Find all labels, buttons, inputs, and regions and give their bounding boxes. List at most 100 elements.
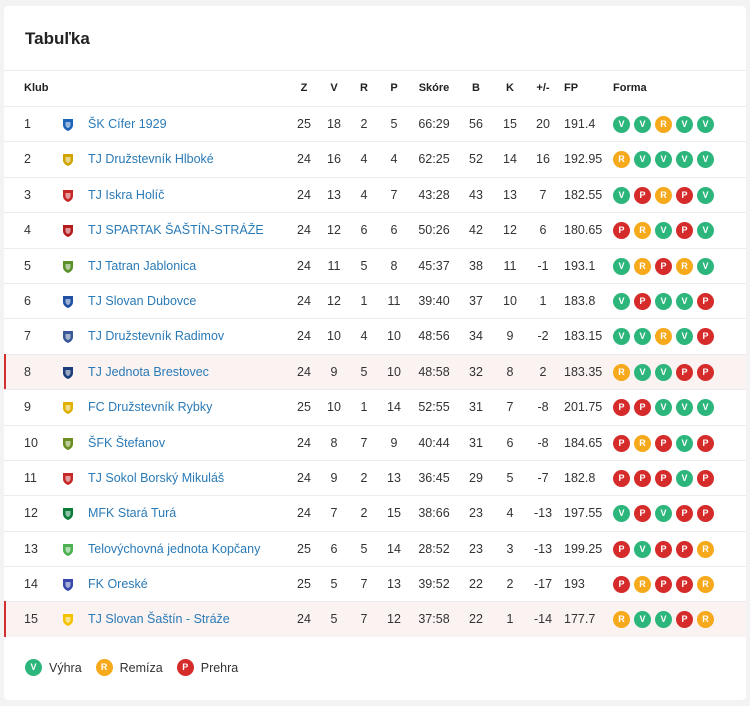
club-name-link[interactable]: TJ Sokol Borský Mikuláš [88,470,225,485]
form-badge[interactable]: P [655,469,672,487]
form-badge[interactable]: R [697,611,714,629]
draws-cell: 7 [360,577,368,592]
form-badge[interactable]: V [676,434,693,452]
form-badge[interactable]: P [613,434,630,452]
form-badge[interactable]: P [634,292,651,310]
page-title: Tabuľka [25,29,90,48]
form-badge[interactable]: V [697,116,714,133]
form-badge[interactable]: P [676,505,693,523]
form-badge[interactable]: R [697,576,714,594]
form-badge[interactable]: V [655,611,672,629]
club-name-link[interactable]: Telovýchovná jednota Kopčany [88,541,261,556]
form-badge[interactable]: V [613,292,630,310]
club-name-link[interactable]: TJ Družstevník Radimov [88,329,225,344]
club-name-link[interactable]: TJ SPARTAK ŠAŠTÍN-STRÁŽE [88,223,264,238]
form-badge[interactable]: R [697,540,714,558]
form-badge[interactable]: V [655,399,672,417]
club-name-link[interactable]: TJ Jednota Brestovec [88,364,209,379]
form-badge[interactable]: V [655,363,672,381]
form-badge[interactable]: P [613,222,630,240]
divider [4,70,746,71]
form-badge[interactable]: V [634,116,651,133]
form-badge[interactable]: P [697,434,714,452]
form-badge[interactable]: R [634,257,651,275]
form-badge[interactable]: V [634,540,651,558]
club-name-link[interactable]: TJ Družstevník Hlboké [88,152,214,167]
club-name-link[interactable]: ŠK Cífer 1929 [88,117,167,131]
club-name-link[interactable]: TJ Slovan Šaštín - Stráže [88,612,230,627]
form-badge[interactable]: P [613,469,630,487]
form-badge[interactable]: V [613,116,630,133]
form-badge[interactable]: V [697,222,714,240]
form-badge[interactable]: R [655,186,672,204]
form-badge[interactable]: R [634,434,651,452]
club-name-link[interactable]: FC Družstevník Rybky [88,400,213,415]
club-name-link[interactable]: TJ Iskra Holíč [88,187,165,202]
form-badge[interactable]: P [676,540,693,558]
form-badge[interactable]: V [676,116,693,133]
form-badge[interactable]: P [697,363,714,381]
form-badge[interactable]: P [613,540,630,558]
form-badge[interactable]: P [634,399,651,417]
form-badge[interactable]: V [676,328,693,346]
form-badge[interactable]: R [655,116,672,133]
form-badge[interactable]: V [655,151,672,169]
form-badge[interactable]: V [697,151,714,169]
form-badge[interactable]: V [613,328,630,346]
form-badge[interactable]: P [676,186,693,204]
form-badge[interactable]: V [676,292,693,310]
form-badge[interactable]: V [613,257,630,275]
form-badge[interactable]: V [613,186,630,204]
club-name-link[interactable]: TJ Slovan Dubovce [88,293,197,308]
form-badge[interactable]: V [697,399,714,417]
form-badge[interactable]: P [697,469,714,487]
club-name-link[interactable]: ŠFK Štefanov [88,435,166,450]
form-badge[interactable]: V [676,469,693,487]
form-badge[interactable]: P [655,434,672,452]
club-name-link[interactable]: FK Oreské [88,577,148,592]
form-badge[interactable]: P [697,505,714,523]
form-badge[interactable]: V [634,363,651,381]
form-badge[interactable]: P [697,292,714,310]
form-badge[interactable]: V [676,151,693,169]
form-badge[interactable]: V [613,505,630,523]
form-badge[interactable]: V [634,611,651,629]
form-badge[interactable]: P [655,576,672,594]
form-badge[interactable]: P [655,257,672,275]
form-badge[interactable]: P [634,505,651,523]
form-badge[interactable]: R [634,222,651,240]
form-badge[interactable]: P [655,540,672,558]
form-badge[interactable]: V [655,292,672,310]
form-badge[interactable]: P [634,469,651,487]
form-badge[interactable]: V [697,186,714,204]
form-badge[interactable]: P [676,611,693,629]
form-badge[interactable]: P [676,222,693,240]
form-badge[interactable]: P [697,328,714,346]
form-badge[interactable]: V [634,328,651,346]
club-name-link[interactable]: TJ Tatran Jablonica [88,258,197,273]
form-badge[interactable]: V [634,151,651,169]
losses-cell: 14 [387,400,401,415]
form-badge[interactable]: R [613,611,630,629]
form-badge[interactable]: P [613,399,630,417]
form-badge[interactable]: R [613,363,630,381]
form-badge[interactable]: P [676,576,693,594]
club-crest-icon [61,189,75,203]
form-badge[interactable]: V [676,399,693,417]
k-cell: 1 [506,612,514,627]
form-badge[interactable]: P [676,363,693,381]
club-name-link[interactable]: MFK Stará Turá [88,506,177,521]
score-cell: 48:56 [418,329,450,344]
form-badge[interactable]: P [634,186,651,204]
form-badge[interactable]: V [697,257,714,275]
form-badge[interactable]: R [613,151,630,169]
form-badge[interactable]: P [613,576,630,594]
form-badge[interactable]: R [676,257,693,275]
form-badge[interactable]: R [634,576,651,594]
losses-cell: 14 [387,541,401,556]
form-badge[interactable]: V [655,505,672,523]
form-badge[interactable]: V [655,222,672,240]
form-badge[interactable]: R [655,328,672,346]
